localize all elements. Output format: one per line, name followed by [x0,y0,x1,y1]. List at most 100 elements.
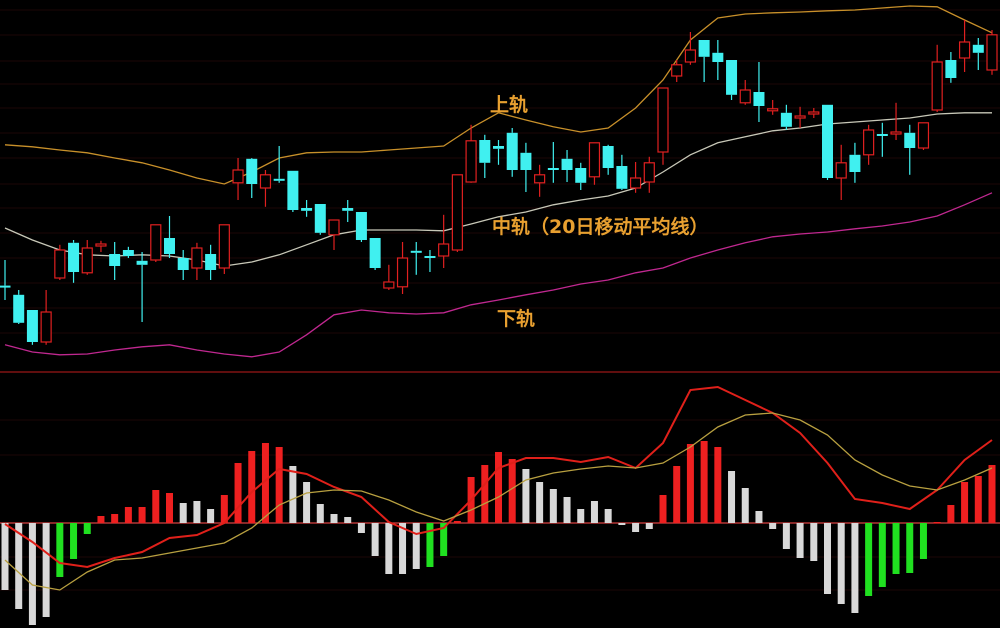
macd-bar [275,447,283,523]
candle-down [301,200,313,217]
candle-down [520,142,532,192]
candle-down [493,140,504,165]
macd-bar [632,523,640,532]
candle-up [629,162,642,193]
candle-body [972,44,984,53]
candle-body [958,41,971,59]
candle-up [643,156,655,193]
candle-down [822,104,833,180]
candle-body [890,131,902,135]
candle-body [602,146,614,168]
macd-bar [974,476,982,523]
candle-down [698,40,710,82]
candle-down [616,154,628,190]
macd-bar [207,509,215,523]
macd-bar [426,523,434,567]
candle-body [259,174,272,189]
candle-body [191,247,203,269]
candle-body [81,247,93,274]
candle-body [726,60,738,95]
macd-bar [495,452,502,523]
candle-up [40,290,52,345]
candle-up [95,240,107,252]
candle-down [246,158,258,198]
candle-up [684,32,697,65]
candle-body [808,111,820,115]
candle-down [355,212,367,242]
candle-down [164,216,175,258]
macd-bar [796,523,804,558]
macd-bar [878,523,886,587]
candle-down [561,150,573,182]
macd-bar [371,523,379,556]
macd-bar [316,504,324,523]
candle-down [314,204,326,235]
candle-down [547,142,559,183]
macd-bar [892,523,900,574]
candle-body [424,256,436,258]
macd-bar [508,459,516,523]
candle-up [54,244,66,280]
candle-up [383,264,395,290]
macd-bar [988,465,996,523]
candle-body [287,170,299,210]
macd-bar [111,514,119,523]
candle-down [136,252,148,322]
candle-body [835,162,847,179]
candle-body [575,168,587,183]
candle-body [328,219,340,236]
candle-body [410,250,422,253]
candle-body [40,311,52,343]
macd-bar [138,507,146,523]
candle-down [575,162,587,190]
candle-body [794,115,806,119]
candle-up [396,242,409,294]
candle-body [780,112,792,127]
macd-histogram [0,441,1000,625]
macd-bar [234,463,242,523]
macd-bar [70,523,78,559]
candle-up [958,20,971,72]
macd-bar [947,505,955,523]
candle-down [205,244,217,280]
macd-bar [261,443,269,523]
candle-down [972,38,984,70]
candle-body [629,177,642,189]
candle-up [218,224,230,274]
candle-up [794,106,806,128]
candle-up [451,174,463,252]
candle-down [780,104,792,130]
candle-up [739,80,751,105]
candle-down [287,170,299,212]
candle-body [136,260,148,265]
candle-body [684,49,697,63]
macd-bar [865,523,873,596]
candle-up [986,30,998,75]
macd-bar [645,523,653,529]
macd-bar [344,517,352,523]
candle-body [342,208,354,211]
macd-bar [933,522,941,524]
macd-bar [700,441,708,523]
candle-body [863,129,875,156]
dea-line [4,412,993,591]
macd-bar [919,523,927,559]
candle-down [68,240,80,283]
candle-down [712,40,724,80]
candle-body [465,140,477,183]
macd-bar [686,444,694,523]
macd-bar [618,523,626,525]
dif-line [4,385,993,569]
candle-body [931,61,943,111]
candle-body [945,60,957,78]
macd-bar [453,521,461,523]
macd-bar [481,465,489,523]
candle-body [301,208,313,211]
candle-body [369,238,381,268]
candle-body [26,310,38,342]
candle-body [904,132,916,148]
macd-bar [330,514,338,523]
candle-body [493,146,504,149]
macd-bar [42,523,50,617]
macd-bar [357,523,365,533]
